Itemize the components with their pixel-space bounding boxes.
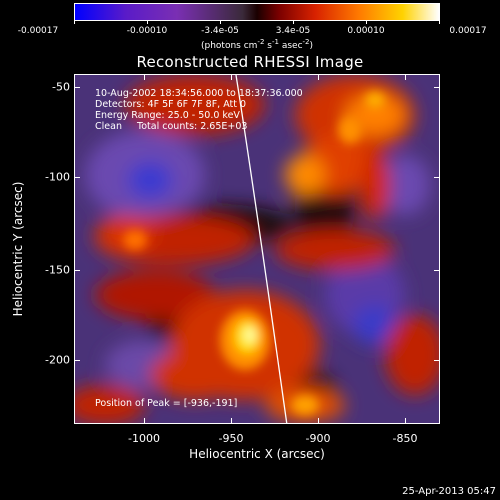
x-tickmark xyxy=(318,418,319,424)
x-tickmark xyxy=(144,74,145,80)
colorbar-tickmark xyxy=(220,21,221,24)
colorbar-tick-label: -3.4e-05 xyxy=(201,26,239,36)
x-tickmark xyxy=(318,74,319,80)
x-tick-label: -850 xyxy=(392,432,418,445)
colorbar-tick-label: 0.00017 xyxy=(449,26,487,36)
y-axis-label: Heliocentric Y (arcsec) xyxy=(11,181,25,317)
x-tickmark xyxy=(231,418,232,424)
rhessi-image-plot xyxy=(74,74,440,424)
y-tick-label: -50 xyxy=(52,80,70,94)
colorbar-tickmark xyxy=(74,21,75,24)
x-tickmark xyxy=(405,74,406,80)
energy-range-label: Energy Range: 25.0 - 50.0 keV xyxy=(95,110,240,121)
x-axis-label: Heliocentric X (arcsec) xyxy=(189,447,325,461)
y-tickmark xyxy=(74,360,80,361)
y-tickmark xyxy=(74,270,80,271)
x-tickmark xyxy=(231,74,232,80)
y-tick-label: -100 xyxy=(45,170,70,184)
y-tick-label: -150 xyxy=(45,263,70,277)
time-range-label: 10-Aug-2002 18:34:56.000 to 18:37:36.000 xyxy=(95,88,303,99)
colorbar-tick-label: 0.00010 xyxy=(347,26,385,36)
detectors-label: Detectors: 4F 5F 6F 7F 8F, Att 0 xyxy=(95,99,247,110)
colorbar-tickmark xyxy=(366,21,367,24)
colorbar-tickmark xyxy=(147,21,148,24)
solar-limb-curve xyxy=(235,75,288,423)
y-tickmark xyxy=(434,87,440,88)
colorbar-tick-label: 3.4e-05 xyxy=(275,26,311,36)
y-tickmark xyxy=(74,87,80,88)
clean-counts-label: Clean Total counts: 2.65E+03 xyxy=(95,121,248,132)
timestamp: 25-Apr-2013 05:47 xyxy=(402,486,496,497)
colorbar-tick-label: -0.00010 xyxy=(126,26,168,36)
peak-position-label: Position of Peak = [-936,-191] xyxy=(95,398,238,409)
y-tick-label: -200 xyxy=(45,353,70,367)
colorbar-tickmark xyxy=(439,21,440,24)
x-tick-label: -1000 xyxy=(128,432,160,445)
x-tickmark xyxy=(405,418,406,424)
y-tickmark xyxy=(74,177,80,178)
colorbar-tickmark xyxy=(293,21,294,24)
image-title: Reconstructed RHESSI Image xyxy=(136,53,364,71)
x-tickmark xyxy=(144,418,145,424)
y-tickmark xyxy=(434,360,440,361)
colorbar xyxy=(74,3,440,21)
colorbar-units: (photons cm-2 s-1 asec-2) xyxy=(200,38,314,51)
x-tick-label: -950 xyxy=(218,432,244,445)
y-tickmark xyxy=(434,270,440,271)
x-tick-label: -900 xyxy=(305,432,331,445)
y-tickmark xyxy=(434,177,440,178)
rhessi-image xyxy=(75,75,439,423)
colorbar-tick-label: -0.00017 xyxy=(17,26,59,36)
